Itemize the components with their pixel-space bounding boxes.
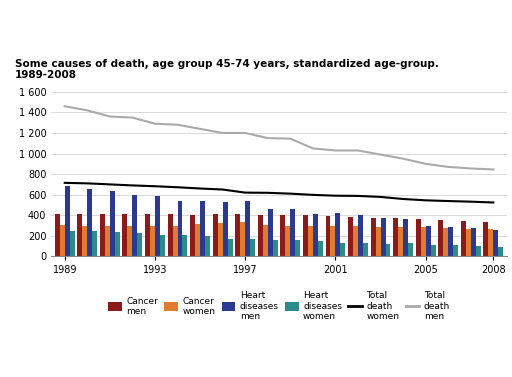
Bar bbox=[398, 227, 403, 256]
Bar bbox=[466, 228, 471, 256]
Bar bbox=[82, 225, 87, 256]
Bar bbox=[263, 225, 268, 256]
Bar bbox=[182, 235, 187, 256]
Bar bbox=[115, 232, 120, 256]
Bar bbox=[348, 217, 353, 256]
Bar bbox=[285, 225, 290, 256]
Bar bbox=[137, 233, 142, 256]
Bar bbox=[150, 225, 155, 256]
Bar bbox=[438, 221, 443, 256]
Legend: Cancer
men, Cancer
women, Heart
diseases
men, Heart
diseases
women, Total
death
: Cancer men, Cancer women, Heart diseases… bbox=[108, 291, 450, 321]
Bar bbox=[65, 187, 70, 256]
Bar bbox=[308, 225, 313, 256]
Bar bbox=[92, 231, 97, 256]
Bar bbox=[353, 226, 358, 256]
Bar bbox=[471, 228, 476, 256]
Bar bbox=[145, 214, 150, 256]
Bar bbox=[167, 214, 173, 256]
Bar bbox=[376, 227, 380, 256]
Bar bbox=[295, 241, 300, 256]
Bar bbox=[290, 209, 295, 256]
Bar bbox=[453, 245, 458, 256]
Bar bbox=[127, 226, 133, 256]
Bar bbox=[212, 214, 218, 256]
Bar bbox=[281, 215, 285, 256]
Bar bbox=[363, 243, 368, 256]
Bar bbox=[273, 240, 278, 256]
Bar bbox=[200, 201, 205, 256]
Bar bbox=[178, 201, 182, 256]
Bar bbox=[303, 215, 308, 256]
Bar bbox=[408, 243, 413, 256]
Bar bbox=[326, 216, 330, 256]
Bar bbox=[250, 239, 255, 256]
Bar bbox=[105, 226, 110, 256]
Bar bbox=[386, 244, 391, 256]
Bar bbox=[155, 196, 160, 256]
Text: Some causes of death, age group 45-74 years, standardized age-group.
1989-2008: Some causes of death, age group 45-74 ye… bbox=[15, 59, 439, 80]
Bar bbox=[498, 247, 503, 256]
Bar bbox=[488, 229, 494, 256]
Bar bbox=[443, 228, 448, 256]
Bar bbox=[133, 195, 137, 256]
Bar bbox=[122, 214, 127, 256]
Bar bbox=[258, 215, 263, 256]
Bar bbox=[431, 245, 436, 256]
Bar bbox=[70, 231, 75, 256]
Bar bbox=[358, 215, 363, 256]
Bar bbox=[218, 224, 223, 256]
Bar bbox=[461, 221, 466, 256]
Bar bbox=[245, 201, 250, 256]
Bar bbox=[60, 225, 65, 256]
Bar bbox=[190, 215, 195, 256]
Bar bbox=[223, 202, 228, 256]
Bar bbox=[195, 224, 200, 256]
Bar bbox=[403, 219, 408, 256]
Bar bbox=[55, 214, 60, 256]
Bar bbox=[476, 246, 481, 256]
Bar bbox=[494, 230, 498, 256]
Bar bbox=[371, 218, 376, 256]
Bar bbox=[448, 227, 453, 256]
Bar bbox=[100, 214, 105, 256]
Bar bbox=[313, 214, 318, 256]
Bar bbox=[421, 227, 425, 256]
Bar bbox=[393, 218, 398, 256]
Bar bbox=[335, 213, 340, 256]
Bar bbox=[318, 241, 323, 256]
Bar bbox=[268, 208, 273, 256]
Bar bbox=[228, 239, 232, 256]
Bar bbox=[240, 222, 245, 256]
Bar bbox=[380, 218, 386, 256]
Bar bbox=[340, 243, 346, 256]
Bar bbox=[160, 235, 165, 256]
Bar bbox=[205, 236, 210, 256]
Bar bbox=[330, 225, 335, 256]
Bar bbox=[425, 225, 431, 256]
Bar bbox=[77, 214, 82, 256]
Bar bbox=[483, 222, 488, 256]
Bar bbox=[416, 219, 421, 256]
Bar bbox=[173, 225, 178, 256]
Bar bbox=[87, 189, 92, 256]
Bar bbox=[236, 214, 240, 256]
Bar bbox=[110, 190, 115, 256]
